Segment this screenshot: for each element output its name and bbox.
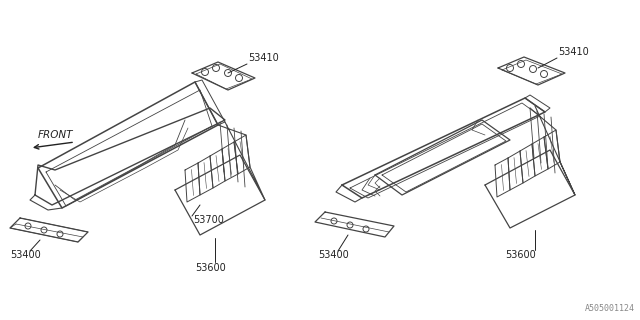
Text: 53600: 53600 <box>195 263 226 273</box>
Text: 53600: 53600 <box>505 250 536 260</box>
Text: 53410: 53410 <box>558 47 589 57</box>
Text: A505001124: A505001124 <box>585 304 635 313</box>
Text: 53400: 53400 <box>318 250 349 260</box>
Text: 53700: 53700 <box>193 215 224 225</box>
Text: FRONT: FRONT <box>38 130 74 140</box>
Text: 53410: 53410 <box>248 53 279 63</box>
Text: 53400: 53400 <box>10 250 41 260</box>
